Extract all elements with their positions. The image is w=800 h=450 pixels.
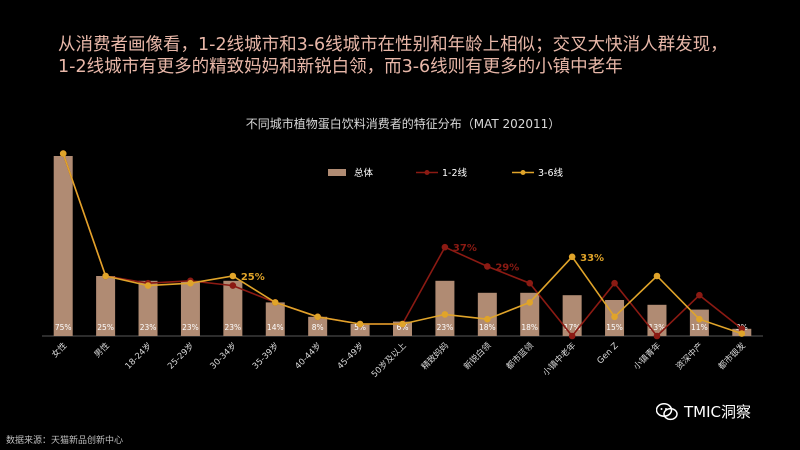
series-2-point-8 [399,320,406,328]
category-label-2: 18-24岁 [123,340,154,371]
bar-14 [647,304,667,336]
bar-label-0: 75% [55,323,72,332]
series-1-point-4 [229,282,237,289]
category-label-11: 都市蓝领 [504,340,536,372]
series-1-point-12 [568,332,576,340]
bar-8 [393,321,412,336]
legend-marker-2 [520,170,526,175]
bar-2 [138,280,158,336]
series-2-point-11 [526,299,534,306]
bar-6 [308,316,328,336]
series-1-point-15 [696,291,703,299]
series-1-point-9 [441,243,449,251]
bar-label-6: 8% [312,323,324,332]
bar-label-9: 23% [437,323,454,332]
annotation-2: 33% [580,253,604,264]
legend-label-1: 1-2线 [442,167,468,179]
series-line-1 [62,153,743,338]
bar-label-14: 13% [649,323,666,332]
category-label-1: 男性 [92,340,112,360]
series-2-point-16 [738,330,746,337]
category-label-9: 精致妈妈 [419,340,451,372]
category-label-6: 40-44岁 [293,340,324,371]
series-2-point-13 [611,313,618,321]
legend-label-2: 3-6线 [538,167,564,179]
series-1-point-14 [653,332,661,340]
series-line-2 [62,153,743,335]
bar-15 [689,309,709,336]
category-label-7: 45-49岁 [335,340,366,371]
bar-1 [96,276,116,336]
bar-label-5: 14% [267,323,284,332]
headline-line-2: 1-2线城市有更多的精致妈妈和新锐白领，而3-6线则有更多的小镇中老年 [58,57,623,77]
bar-label-13: 15% [606,323,623,332]
bar-label-7: 5% [354,323,366,332]
bar-label-3: 23% [182,323,199,332]
bar-label-11: 18% [521,323,538,332]
legend-swatch-0 [328,169,346,176]
series-2-point-9 [441,311,449,318]
annotation-0: 37% [453,243,477,254]
annotation-1: 29% [495,262,519,273]
category-label-13: Gen Z [595,341,620,366]
bar-10 [477,292,497,336]
chart-title: 不同城市植物蛋白饮料消费者的特征分布（MAT 202011） [246,116,561,131]
headline-line-1: 从消费者画像看，1-2线城市和3-6线城市在性别和年龄上相似；交叉大快消人群发现… [58,35,728,55]
bar-label-10: 18% [479,323,496,332]
series-2-point-6 [314,313,321,321]
bar-4 [223,280,243,336]
series-2-point-1 [102,272,109,280]
bar-12 [562,295,582,336]
data-source: 数据来源：天猫新品创新中心 [6,436,124,446]
series-1-point-11 [526,279,534,287]
series-2-point-12 [568,253,576,261]
legend-marker-1 [424,170,430,175]
category-label-8: 50岁及以上 [369,340,409,380]
category-label-4: 30-34岁 [208,340,239,371]
bar-3 [180,280,200,336]
series-1-point-10 [484,263,491,270]
series-2-point-15 [696,315,703,323]
category-label-16: 都市银发 [716,340,748,372]
bar-label-15: 11% [691,323,708,332]
bar-label-4: 23% [225,323,242,332]
series-2-point-3 [187,279,194,287]
series-2-point-4 [229,272,237,280]
series-2-point-0 [59,150,67,157]
legend-label-0: 总体 [354,167,374,179]
bar-0 [53,156,73,336]
category-label-12: 小镇中老年 [540,340,578,378]
series-2-point-5 [271,299,279,306]
bar-label-2: 23% [140,323,157,332]
headline: 从消费者画像看，1-2线城市和3-6线城市在性别和年龄上相似；交叉大快消人群发现… [58,34,788,78]
brand: TMIC洞察 [656,401,751,422]
bar-label-1: 25% [97,323,114,332]
category-label-15: 资深中产 [674,340,706,372]
series-2-point-14 [653,272,661,280]
series-2-point-10 [484,315,491,323]
category-label-0: 女性 [50,340,70,360]
bar-7 [350,324,370,336]
series-2-point-2 [144,282,152,289]
category-label-3: 25-29岁 [165,340,196,371]
category-label-10: 新锐白领 [462,340,494,372]
bar-9 [435,280,455,336]
series-1-point-13 [611,279,618,287]
category-label-5: 35-39岁 [250,340,281,371]
bar-label-8: 6% [397,323,409,332]
series-1-point-16 [738,325,746,333]
bar-label-12: 17% [564,323,581,332]
series-2-point-7 [356,320,364,328]
bar-5 [265,302,285,336]
category-label-14: 小镇青年 [631,340,663,372]
annotation-3: 25% [241,272,265,283]
wechat-icon [656,402,678,420]
brand-name: TMIC洞察 [684,403,752,421]
